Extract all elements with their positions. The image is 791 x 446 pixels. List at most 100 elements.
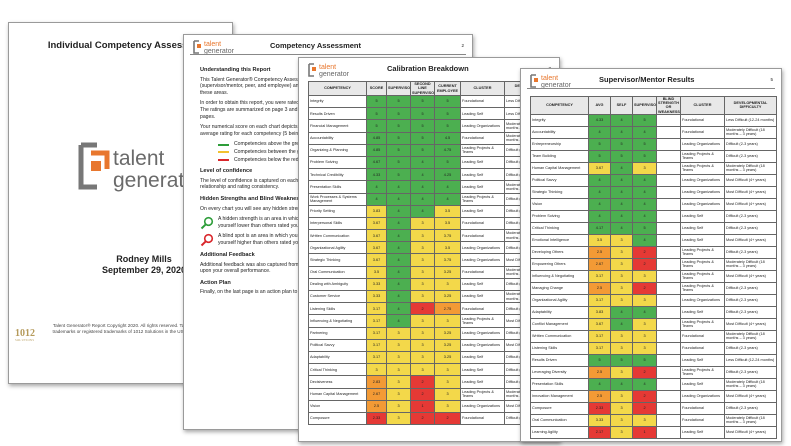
page-title: Supervisor/Mentor Results [599,75,695,84]
score-cell: 3.33 [366,277,387,292]
section-heading: Action Plan [200,279,231,286]
header-rule [190,54,466,55]
blank-cell [656,197,681,211]
score-cell: 3.75 [434,253,461,267]
text-cell: Leading Organizations [680,173,725,187]
table-row: Team Building 5 5 5 Leading Projects & Teams… [530,149,777,163]
competency-cell: Written Communication [308,229,367,243]
score-cell: 4 [588,185,611,199]
text-cell: Foundational [680,341,725,355]
score-cell: 3 [410,289,435,304]
score-cell: 4 [366,180,387,194]
score-cell: 3 [410,241,435,255]
score-cell: 3.33 [588,413,611,427]
score-cell: 4.5 [434,131,461,145]
score-cell: 5 [366,119,387,133]
score-cell: 3.17 [366,338,387,352]
logo-top: talent [541,75,558,82]
score-cell: 2.33 [588,401,611,415]
blank-cell [656,389,681,403]
score-cell: 5 [434,119,461,133]
text-cell: Moderately Difficult (18 months – 3 year… [724,413,777,427]
score-cell: 3 [632,341,657,355]
score-cell: 4.75 [434,143,461,157]
logo-bottom: generator [319,71,350,78]
competency-cell: Leveraging Diversity [530,365,589,379]
table-row: Leveraging Diversity 2.5 3 2 Leading Project… [530,365,777,379]
text-cell: Leading Projects & Teams [460,143,505,157]
score-cell: 3.5 [366,265,387,279]
competency-cell: Customer Service [308,289,367,304]
text-cell: Difficult (2-3 years) [724,221,777,235]
blank-cell [656,365,681,379]
score-cell: 3 [386,326,411,340]
text-cell: Leading Organizations [680,293,725,307]
text-cell: Leading Projects & Teams [680,317,725,331]
table-row: Organizational Agility 3.17 3 3 Leading Orga… [530,293,777,307]
score-cell: 3 [386,387,411,401]
score-cell: 4 [386,216,411,231]
text-cell: Leading Self [680,233,725,247]
competency-cell: Managing Change [530,281,589,295]
table-row: Entrepreneurship 5 5 5 Leading Organizations… [530,137,777,151]
score-cell: 4 [610,125,633,139]
blank-cell [656,149,681,163]
competency-cell: Results Driven [530,353,589,367]
score-cell: 3.67 [366,241,387,255]
text-cell: Difficult (2-3 years) [724,293,777,307]
table-row: Accountability 4 4 4 Foundational Moderately … [530,125,777,139]
competency-cell: Human Capital Management [530,161,589,175]
score-cell: 5 [434,94,461,109]
text-cell: Most Difficult (4+ years) [724,173,777,187]
legend-row: Competencies between the green and red l… [218,149,460,156]
text-cell: Difficult (2-3 years) [724,305,777,319]
legend-swatch [218,143,229,146]
table-row: Vision 4 4 4 Leading Organizations Most Diffi… [530,197,777,211]
text-cell: Leading Projects & Teams [680,365,725,379]
text-cell: Leading Self [460,363,505,377]
score-cell: 2 [632,365,657,379]
blank-cell [656,257,681,271]
competency-cell: Critical Thinking [530,221,589,235]
text-cell: Foundational [460,131,505,145]
score-cell: 4 [386,265,411,279]
header-logo: talent generator [308,63,350,78]
score-cell: 4 [386,241,411,255]
score-cell: 3 [410,314,435,328]
text-cell: Leading Self [460,168,505,182]
text-cell: Foundational [460,265,505,279]
text-cell: Less Difficult (12-24 months) [724,113,777,127]
text-cell: Leading Self [680,305,725,319]
column-header: SECOND LINE SUPERVISOR [410,81,435,96]
score-cell: 5 [386,119,411,133]
score-cell: 3 [610,389,633,403]
score-cell: 5 [434,155,461,170]
blank-cell [656,137,681,151]
text-cell: Difficult (2-3 years) [724,281,777,295]
score-cell: 5 [386,94,411,109]
score-cell: 3 [610,281,633,295]
competency-cell: Conflict Management [530,317,589,331]
brand-mark: 1012 [15,328,35,339]
column-header: DEVELOPMENTAL DIFFICULTY [724,96,777,115]
copyright: Talent Generator® Report Copyright 2020.… [52,323,226,334]
table-row: Results Driven 5 5 5 Leading Self Less Diffic… [530,353,777,367]
text-cell: Leading Organizations [460,326,505,340]
score-cell: 2.33 [366,411,387,426]
score-cell: 3 [610,425,633,439]
competency-cell: Problem Solving [530,209,589,223]
cover-logo: talent generator [78,142,203,192]
person-name: Rodney Mills [116,254,172,264]
text-cell: Most Difficult (4+ years) [724,389,777,403]
competency-cell: Accountability [308,131,367,145]
score-cell: 5 [632,137,657,151]
score-cell: 3 [410,265,435,279]
text-cell: Leading Projects & Teams [680,257,725,271]
score-cell: 3.5 [434,241,461,255]
score-cell: 3 [410,229,435,243]
section-heading: Hidden Strengths and Blind Weaknesses [200,195,309,202]
competency-cell: Political Savvy [530,173,589,187]
blank-cell [656,281,681,295]
legend-text: Competencies below the red line [234,156,308,163]
blank-cell [656,317,681,331]
